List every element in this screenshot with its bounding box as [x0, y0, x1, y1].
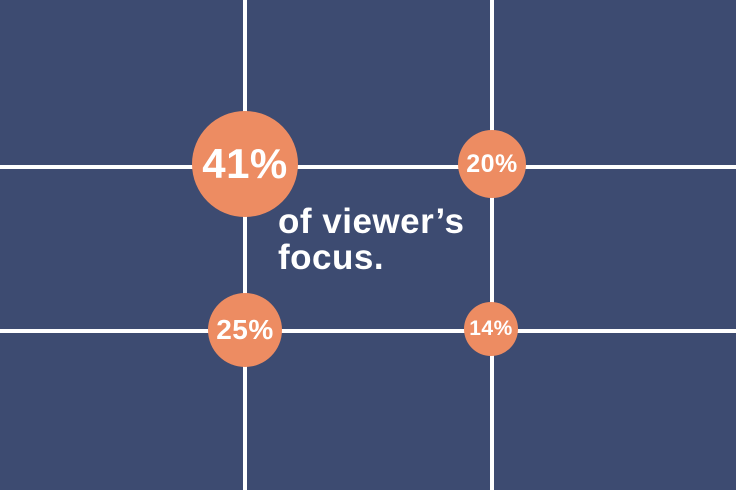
caption-line-2: focus. [278, 238, 385, 277]
grid-line-vertical-right [490, 0, 494, 490]
grid-line-horizontal-top [0, 165, 736, 169]
caption-line-1: of viewer’s [278, 202, 465, 241]
grid-line-vertical-left [243, 0, 247, 490]
focus-bubble-top-left: 41% [192, 111, 298, 217]
bubble-value-top-right: 20% [466, 149, 518, 178]
bubble-value-bottom-right: 14% [469, 317, 513, 340]
grid-line-horizontal-bottom [0, 329, 736, 333]
bubble-value-top-left: 41% [202, 140, 288, 187]
focus-bubble-top-right: 20% [458, 130, 526, 198]
bubble-value-bottom-left: 25% [216, 314, 274, 345]
caption: of viewer’s focus. [278, 204, 464, 276]
focus-bubble-bottom-right: 14% [464, 302, 518, 356]
focus-bubble-bottom-left: 25% [208, 293, 282, 367]
